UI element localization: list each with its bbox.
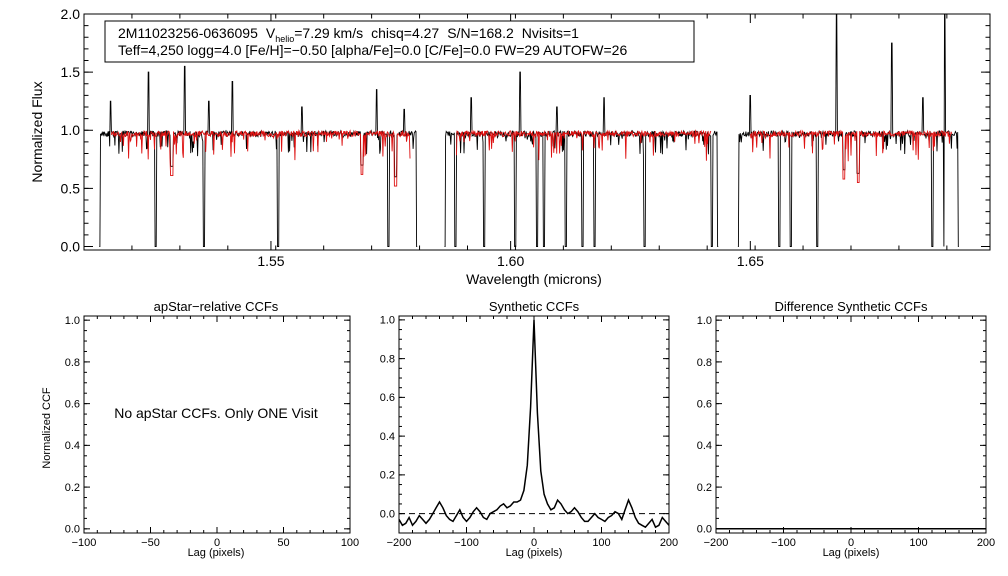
- x-tick-label: 50: [277, 537, 289, 549]
- synthetic-ccf-frame: [398, 315, 670, 534]
- x-tick-label: 0: [531, 537, 537, 549]
- x-tick-label: 1.55: [257, 253, 284, 269]
- x-tick-label: 0: [214, 537, 220, 549]
- y-tick-label: 1.0: [65, 315, 80, 327]
- synthetic-ccf-title: Synthetic CCFs: [489, 299, 580, 314]
- y-tick-label: 0.6: [380, 392, 395, 404]
- difference-ccf-frame: [715, 315, 987, 534]
- y-tick-label: 0.2: [65, 482, 80, 494]
- chisq-value: chisq=4.27: [371, 25, 439, 41]
- x-tick-label: 100: [909, 537, 927, 549]
- x-tick-label: 100: [341, 537, 359, 549]
- model-spectrum-line: [456, 129, 712, 161]
- y-tick-label: 0.0: [697, 524, 712, 536]
- synthetic-ccf-xlabel: Lag (pixels): [506, 547, 563, 559]
- y-tick-label: 0.5: [61, 180, 81, 196]
- apstar-ccf-frame: [83, 315, 351, 534]
- spectrum-axes: 1.55 1.60 1.65 0.0 0.5 1.0 1.5 2.0: [61, 6, 990, 269]
- apstar-ccf-axes: −100 −50 0 50 100 0.0 0.2 0.4 0.6 0.8 1.0: [65, 315, 359, 549]
- y-tick-label: 0.4: [65, 440, 80, 452]
- y-tick-label: 0.0: [65, 524, 80, 536]
- model-spectrum-line: [749, 129, 953, 184]
- difference-ccf-panel: Difference Synthetic CCFs −200 −100 0 100 20…: [697, 299, 995, 559]
- synthetic-ccf-panel: Synthetic CCFs −200 −100 0 100 200 0.0 0.2 0.4 0…: [380, 299, 678, 559]
- apstar-ccf-xlabel: Lag (pixels): [188, 547, 245, 559]
- difference-ccf-axes: −200 −100 0 100 200 0.0 0.2 0.4 0.6 0.8 1.0: [697, 315, 995, 549]
- x-tick-label: 1.60: [497, 253, 524, 269]
- apstar-ccf-panel: apStar−relative CCFs −100 −50 0 50 100 0.0 0.2…: [41, 299, 359, 559]
- y-tick-label: 1.0: [61, 122, 81, 138]
- y-tick-label: 0.6: [65, 398, 80, 410]
- x-tick-label: 200: [660, 537, 678, 549]
- info-box-frame: [104, 20, 695, 63]
- observed-spectrum-line: [737, 13, 959, 247]
- spectrum-panel: 1.55 1.60 1.65 0.0 0.5 1.0 1.5 2.0 Wavelength (…: [29, 6, 991, 287]
- y-tick-label: 0.2: [380, 470, 395, 482]
- vhelio-subscript: helio: [275, 34, 294, 44]
- apstar-ccf-title: apStar−relative CCFs: [154, 299, 279, 314]
- y-tick-label: 1.0: [697, 315, 712, 327]
- y-tick-label: 0.0: [61, 238, 81, 254]
- observed-spectrum-line: [99, 65, 418, 247]
- nvisits-value: Nvisits=1: [522, 25, 579, 41]
- y-tick-label: 0.4: [380, 431, 395, 443]
- observed-spectrum-line: [444, 71, 719, 247]
- y-tick-label: 0.4: [697, 440, 712, 452]
- difference-ccf-title: Difference Synthetic CCFs: [775, 299, 928, 314]
- synthetic-ccf-plot-area: [398, 319, 670, 529]
- y-tick-label: 0.2: [697, 482, 712, 494]
- synthetic-ccf-axes: −200 −100 0 100 200 0.0 0.2 0.4 0.6 0.8 1.0: [380, 315, 678, 549]
- apstar-ccf-ylabel: Normalized CCF: [41, 387, 53, 469]
- star-id: 2M11023256-0636095: [118, 25, 258, 41]
- vhelio-symbol: V: [266, 25, 276, 41]
- x-tick-label: 1.65: [737, 253, 764, 269]
- vhelio-value: =7.29 km/s: [294, 25, 363, 41]
- y-tick-label: 0.8: [380, 353, 395, 365]
- info-line-1: 2M11023256-0636095 Vhelio=7.29 km/s chisq=…: [118, 25, 579, 44]
- x-tick-label: 200: [977, 537, 995, 549]
- spectrum-frame: [83, 13, 991, 251]
- x-tick-label: −100: [72, 537, 97, 549]
- y-tick-label: 0.8: [697, 357, 712, 369]
- spectrum-xlabel: Wavelength (microns): [466, 271, 602, 287]
- no-ccf-message: No apStar CCFs. Only ONE Visit: [114, 405, 318, 421]
- difference-ccf-xlabel: Lag (pixels): [823, 547, 880, 559]
- y-tick-label: 0.8: [65, 357, 80, 369]
- spectrum-ylabel: Normalized Flux: [29, 81, 45, 182]
- x-tick-label: −50: [141, 537, 160, 549]
- x-tick-label: −200: [704, 537, 729, 549]
- y-tick-label: 0.0: [380, 508, 395, 520]
- x-tick-label: −100: [454, 537, 479, 549]
- y-tick-label: 1.0: [380, 315, 395, 327]
- snr-value: S/N=168.2: [447, 25, 514, 41]
- stellar-parameters-line: Teff=4,250 logg=4.0 [Fe/H]=−0.50 [alpha/…: [118, 42, 627, 58]
- star-info-box: 2M11023256-0636095 Vhelio=7.29 km/s chisq=…: [104, 20, 695, 63]
- y-tick-label: 2.0: [61, 6, 81, 22]
- y-tick-label: 1.5: [61, 64, 81, 80]
- model-spectrum-line: [110, 129, 411, 187]
- synthetic-ccf-line: [398, 319, 670, 529]
- x-tick-label: 0: [848, 537, 854, 549]
- spectrum-plot-area: [99, 13, 959, 247]
- y-tick-label: 0.6: [697, 398, 712, 410]
- x-tick-label: 100: [592, 537, 610, 549]
- x-tick-label: −100: [771, 537, 796, 549]
- x-tick-label: −200: [387, 537, 412, 549]
